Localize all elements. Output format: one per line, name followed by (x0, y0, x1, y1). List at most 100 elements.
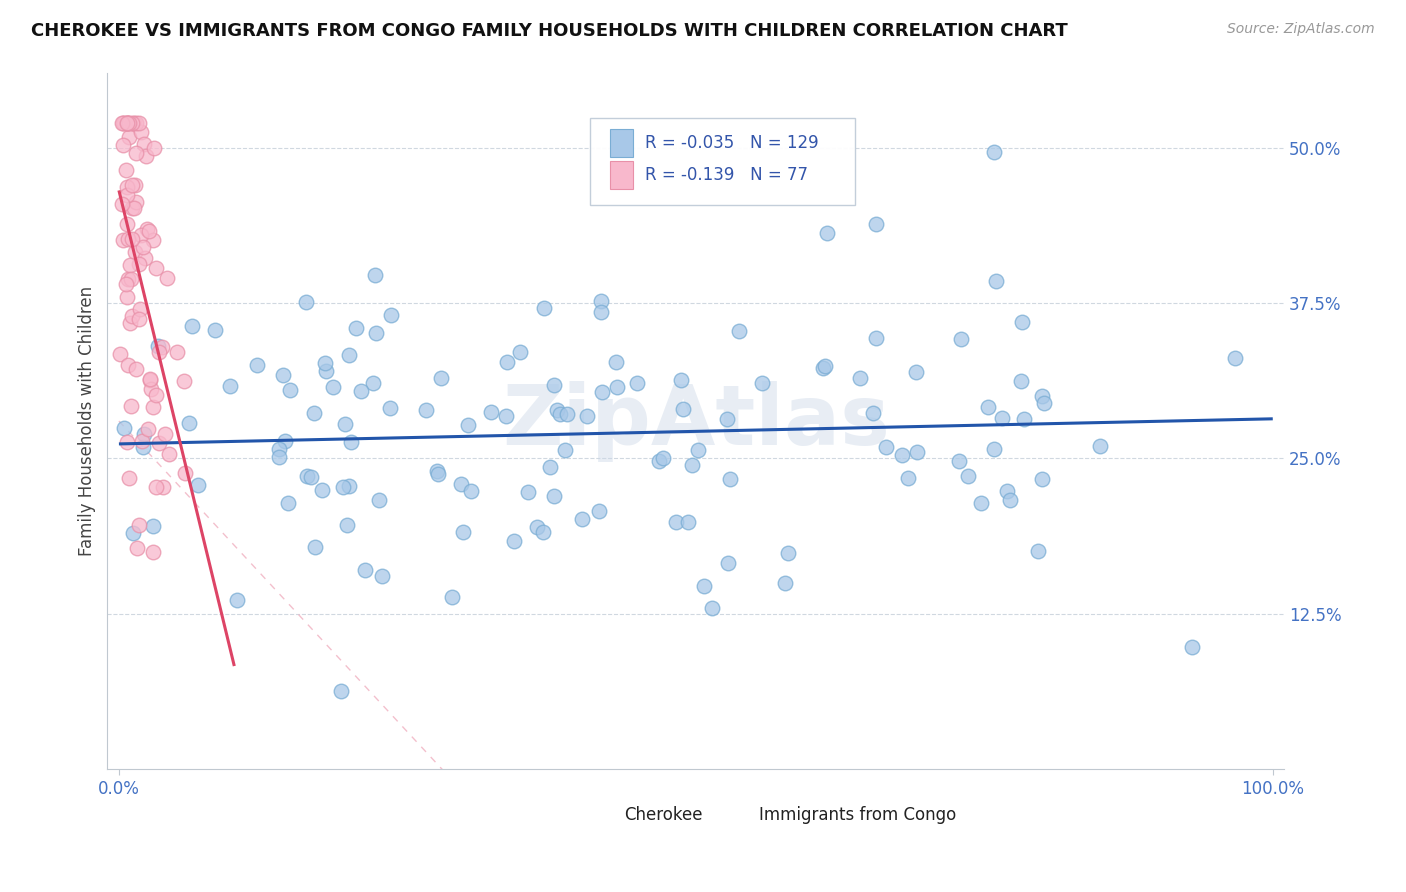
Point (526, 520, 548, 534)
Point (718, 473, 741, 487)
Point (717, 556, 740, 570)
Point (142, 400, 165, 414)
Point (267, 450, 290, 465)
Point (179, 416, 201, 430)
Point (1031, 471, 1053, 485)
Point (128, 116, 150, 130)
Point (371, 569, 394, 583)
Point (776, 546, 799, 560)
Point (131, 434, 153, 448)
Point (115, 435, 138, 450)
Point (124, 178, 146, 192)
Point (969, 496, 991, 510)
Point (173, 466, 195, 480)
Point (157, 447, 180, 461)
Point (132, 440, 155, 454)
Point (112, 233, 135, 247)
Point (509, 345, 531, 359)
Point (1026, 544, 1049, 558)
Point (688, 443, 710, 458)
Point (122, 201, 145, 215)
Point (332, 479, 354, 493)
Point (117, 116, 139, 130)
Point (378, 401, 401, 416)
Point (626, 376, 648, 390)
Point (983, 442, 1005, 457)
Point (457, 417, 479, 432)
Point (115, 116, 138, 130)
Point (1031, 389, 1053, 403)
Point (129, 125, 152, 139)
Point (166, 344, 188, 359)
Point (330, 684, 353, 698)
Point (139, 373, 162, 387)
Point (865, 217, 887, 231)
Point (948, 454, 970, 468)
Point (591, 305, 613, 319)
Point (115, 289, 138, 303)
Point (554, 442, 576, 457)
Point (125, 195, 148, 210)
Point (132, 427, 155, 442)
Point (125, 362, 148, 376)
Point (896, 470, 918, 484)
Point (118, 316, 141, 330)
Point (605, 355, 627, 369)
Point (128, 312, 150, 326)
Point (815, 227, 838, 241)
Point (555, 407, 578, 421)
FancyBboxPatch shape (591, 119, 855, 205)
Point (990, 411, 1012, 425)
Point (589, 293, 612, 308)
Point (344, 320, 367, 334)
FancyBboxPatch shape (610, 161, 634, 189)
Point (426, 463, 449, 477)
Point (118, 130, 141, 145)
Point (451, 524, 474, 539)
Point (108, 346, 131, 360)
Point (148, 338, 170, 352)
Point (128, 257, 150, 271)
Point (681, 458, 703, 473)
Point (145, 388, 167, 402)
Point (156, 271, 179, 285)
Point (450, 477, 472, 491)
Point (751, 376, 773, 391)
Point (145, 480, 167, 494)
Point (716, 411, 738, 425)
Point (128, 517, 150, 532)
Point (112, 421, 135, 435)
Text: Immigrants from Congo: Immigrants from Congo (759, 806, 956, 824)
Point (118, 258, 141, 272)
Point (550, 407, 572, 421)
Point (672, 401, 695, 416)
Point (246, 359, 269, 373)
Point (651, 451, 673, 466)
Point (148, 344, 170, 359)
Point (136, 421, 159, 435)
Point (274, 434, 297, 448)
Point (135, 222, 157, 236)
Point (576, 409, 599, 423)
Point (430, 370, 453, 384)
Point (173, 374, 195, 388)
Point (366, 326, 388, 340)
Point (124, 116, 146, 130)
Point (311, 483, 333, 497)
Point (571, 512, 593, 526)
Point (125, 145, 148, 160)
Point (111, 116, 134, 130)
FancyBboxPatch shape (731, 804, 749, 825)
Point (121, 232, 143, 246)
Point (117, 116, 139, 130)
Point (117, 231, 139, 245)
Point (773, 576, 796, 591)
Point (543, 378, 565, 392)
Point (700, 601, 723, 615)
Point (976, 401, 998, 415)
Point (120, 272, 142, 286)
Point (1223, 351, 1246, 365)
Point (150, 340, 173, 354)
Point (121, 178, 143, 192)
Point (142, 545, 165, 559)
